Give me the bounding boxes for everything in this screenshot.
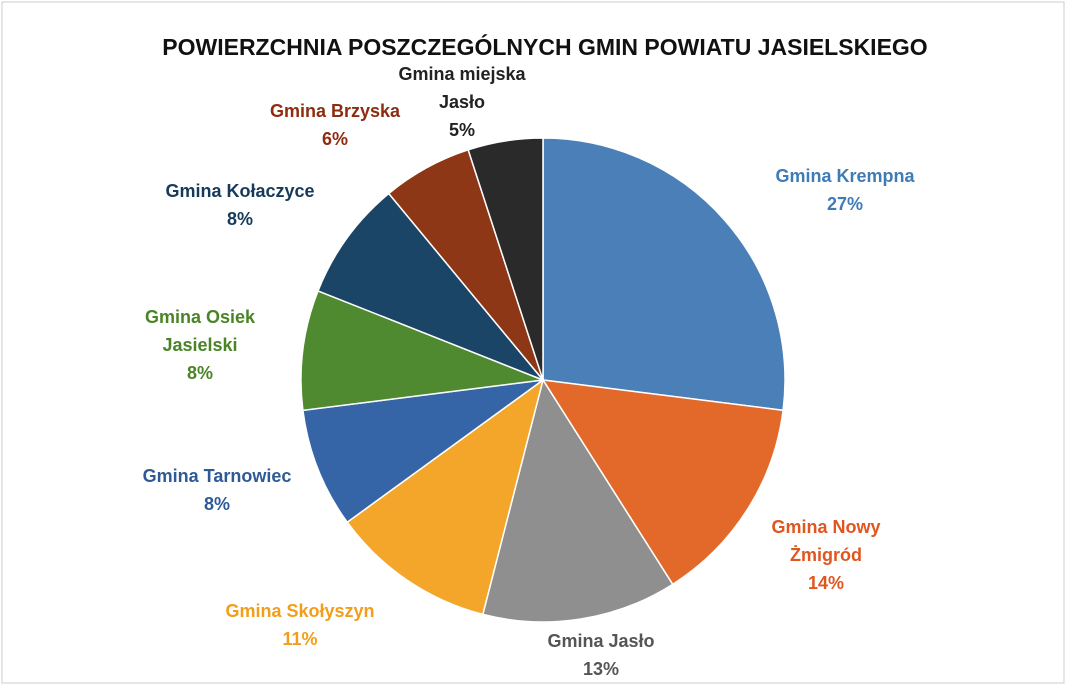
value-label: 14%	[807, 573, 845, 593]
category-label: Gmina Osiek Jasielski	[144, 307, 256, 355]
pie-slice	[300, 289, 544, 412]
value-label: 27%	[826, 194, 864, 214]
value-label: 11%	[282, 629, 318, 649]
value-label: 6%	[321, 129, 348, 149]
category-label: Gmina Brzyska	[269, 101, 401, 121]
category-label: Gmina Tarnowiec	[142, 466, 292, 486]
value-label: 8%	[186, 363, 213, 383]
pie-slice	[467, 137, 544, 381]
category-label: Gmina Kołaczyce	[165, 181, 315, 201]
pie-slice	[317, 192, 544, 381]
value-label: 5%	[448, 120, 475, 140]
slice-label: Gmina Osiek Jasielski 8%	[140, 303, 260, 387]
pie-slice	[481, 378, 674, 623]
pie-slice	[302, 379, 544, 524]
slice-label: Gmina Nowy Żmigród 14%	[766, 513, 886, 597]
value-label: 8%	[226, 209, 253, 229]
category-label: Gmina Skołyszyn	[225, 601, 375, 621]
category-label: Gmina Jasło	[547, 631, 655, 651]
slice-label: Gmina Kołaczyce 8%	[140, 177, 340, 233]
pie-slice	[346, 378, 545, 616]
pie-slice	[542, 137, 786, 412]
category-label: Gmina Nowy Żmigród	[771, 517, 881, 565]
category-label: Gmina miejska Jasło	[398, 64, 526, 112]
slice-label: Gmina Tarnowiec 8%	[117, 462, 317, 518]
slice-label: Gmina Jasło 13%	[501, 627, 701, 683]
value-label: 8%	[203, 494, 230, 514]
category-label: Gmina Krempna	[775, 166, 915, 186]
pie-slice	[541, 379, 784, 586]
slice-label: Gmina Krempna 27%	[745, 162, 945, 218]
slice-label: Gmina Skołyszyn 11%	[200, 597, 400, 653]
value-label: 13%	[582, 659, 620, 679]
chart-title: POWIERZCHNIA POSZCZEGÓLNYCH GMIN POWIATU…	[162, 34, 928, 60]
slice-label: Gmina Brzyska 6%	[235, 97, 435, 153]
slice-label: Gmina miejska Jasło 5%	[397, 60, 527, 144]
